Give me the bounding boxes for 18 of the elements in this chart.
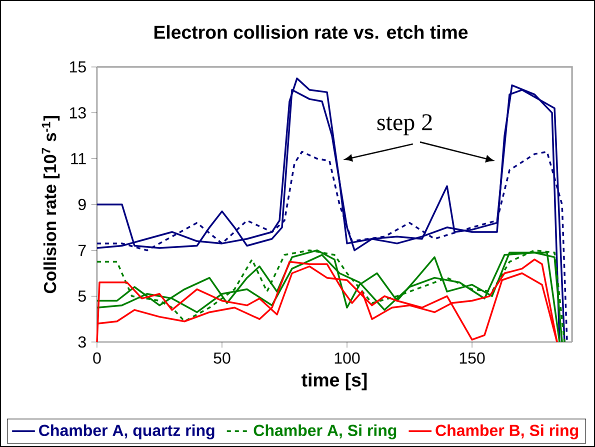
y-tick-label: 3 [78,336,86,348]
legend-label: Chamber A, Si ring [254,424,396,440]
y-tick-label: 7 [78,244,86,256]
x-tick-label: 0 [93,352,101,364]
annotation: step 2 [377,114,432,136]
y-tick-label: 5 [78,290,86,302]
y-axis-title: Collision rate [10$^{7}$ s$^{-1}$] [42,116,60,294]
legend-label: Chamber A, quartz ring [39,424,214,440]
x-axis-title: time [s] [302,372,367,390]
chart-title: Electron collision rate vs. etch time [154,25,468,39]
legend-label: Chamber B, Si ring [436,424,578,440]
x-tick-label: 50 [214,352,230,364]
y-tick-label: 11 [71,153,86,164]
y-tick-label: 15 [70,61,86,73]
y-tick-label: 9 [78,198,86,210]
x-tick-label: 100 [334,352,360,364]
y-tick-label: 13 [70,107,86,118]
x-tick-label: 150 [460,352,485,364]
